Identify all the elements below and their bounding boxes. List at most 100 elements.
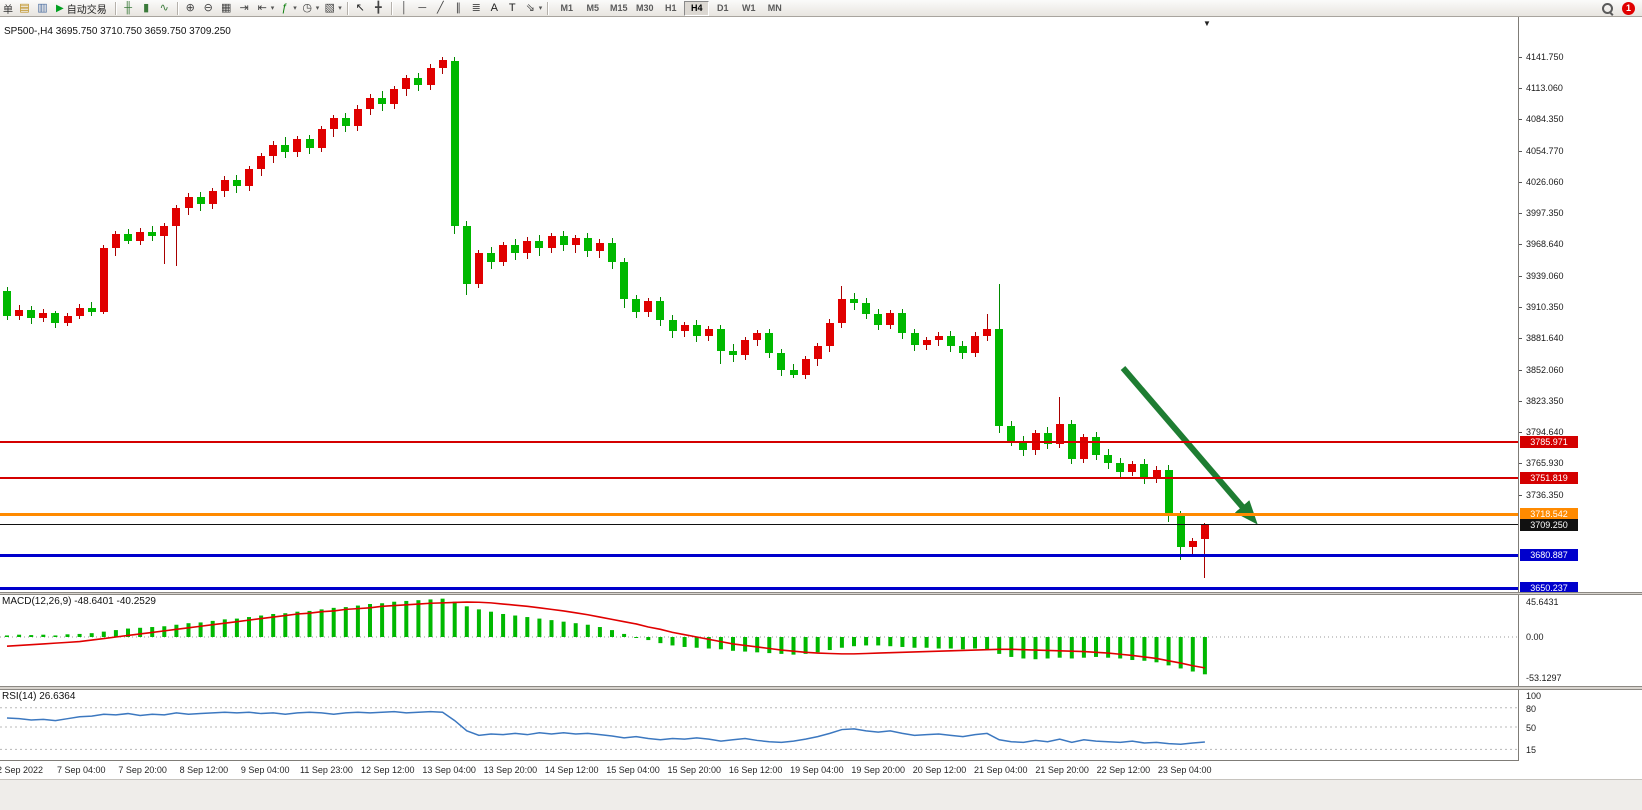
price-tick-mark bbox=[1519, 119, 1522, 121]
grid-icon[interactable]: ▦ bbox=[221, 1, 232, 14]
time-axis-label: 15 Sep 20:00 bbox=[667, 765, 722, 775]
dropdown-caret-icon[interactable]: ▾ bbox=[293, 5, 297, 12]
timeframe-m5-button[interactable]: M5 bbox=[586, 3, 600, 13]
dropdown-caret-icon[interactable]: ▾ bbox=[538, 5, 543, 12]
timeframe-m1-button[interactable]: M1 bbox=[560, 3, 574, 13]
candle bbox=[644, 301, 653, 312]
candle bbox=[1079, 437, 1088, 459]
crosshair-icon[interactable]: ╋ bbox=[374, 1, 382, 14]
candle bbox=[1200, 524, 1209, 540]
text-label-icon[interactable]: T bbox=[508, 1, 516, 14]
new-order-icon[interactable]: ▤ bbox=[19, 1, 30, 14]
time-axis-label: 7 Sep 20:00 bbox=[118, 765, 167, 775]
indicators-icon[interactable]: ƒ bbox=[281, 1, 288, 14]
zoom-in-icon[interactable]: ⊕ bbox=[185, 1, 195, 14]
price-line[interactable] bbox=[0, 553, 1518, 557]
chart-window-icon[interactable]: ▥ bbox=[37, 1, 48, 14]
candle bbox=[1176, 515, 1185, 548]
candle bbox=[571, 238, 580, 245]
fibonacci-icon[interactable]: ≣ bbox=[471, 1, 481, 14]
vertical-line-icon[interactable]: │ bbox=[400, 1, 408, 14]
dropdown-caret-icon[interactable]: ▾ bbox=[270, 5, 275, 12]
time-axis-label: 14 Sep 12:00 bbox=[544, 765, 599, 775]
price-line[interactable] bbox=[0, 512, 1518, 516]
time-axis-label: 13 Sep 20:00 bbox=[483, 765, 538, 775]
price-line[interactable] bbox=[0, 440, 1518, 443]
time-axis-label: 19 Sep 20:00 bbox=[851, 765, 905, 775]
search-icon[interactable] bbox=[1601, 2, 1614, 15]
timeframe-m15-button[interactable]: M15 bbox=[610, 3, 628, 13]
candle bbox=[704, 329, 713, 336]
time-axis[interactable]: 2 Sep 2022 7 Sep 04:00 7 Sep 20:00 8 Sep 12… bbox=[0, 760, 1519, 779]
down-trend-arrow bbox=[1120, 366, 1258, 525]
time-axis-label: 19 Sep 04:00 bbox=[790, 765, 844, 775]
candle bbox=[1055, 424, 1064, 444]
arrows-icon[interactable]: ⇘ bbox=[525, 1, 535, 14]
price-chart-panel[interactable]: SP500-,H4 3695.750 3710.750 3659.750 370… bbox=[0, 17, 1518, 592]
candle bbox=[487, 253, 495, 263]
timeframe-h4-button[interactable]: H4 bbox=[684, 0, 710, 16]
timeframe-m30-button[interactable]: M30 bbox=[636, 3, 654, 13]
candle bbox=[983, 329, 992, 336]
chart-shift-marker-icon[interactable]: ▼ bbox=[1203, 19, 1211, 28]
price-tick-mark bbox=[1519, 213, 1522, 215]
candle bbox=[680, 324, 689, 332]
dropdown-caret-icon[interactable]: ▾ bbox=[315, 5, 320, 12]
rsi-panel[interactable]: RSI(14) 26.6364 bbox=[0, 690, 1518, 760]
candlestick-icon[interactable]: ▮ bbox=[143, 1, 150, 14]
candle bbox=[426, 67, 435, 85]
candle bbox=[499, 244, 508, 263]
price-line[interactable] bbox=[0, 477, 1518, 480]
candle bbox=[1007, 426, 1016, 442]
text-icon[interactable]: A bbox=[490, 1, 498, 14]
price-axis[interactable]: 3785.971 3751.819 3718.542 3709.250 3680.887… bbox=[1518, 17, 1642, 779]
equidistant-channel-icon[interactable]: ∥ bbox=[455, 1, 462, 14]
timeframe-d1-button[interactable]: D1 bbox=[717, 3, 729, 13]
horizontal-line-icon[interactable]: ─ bbox=[418, 1, 427, 14]
candle bbox=[474, 253, 483, 284]
cursor-icon[interactable]: ↖ bbox=[355, 1, 365, 14]
candle bbox=[898, 312, 907, 334]
macd-panel[interactable]: MACD(12,26,9) -48.6401 -40.2529 bbox=[0, 595, 1518, 686]
panel-splitter[interactable] bbox=[0, 592, 1642, 595]
periods-icon[interactable]: ◷ bbox=[302, 1, 313, 14]
templates-icon[interactable]: ▧ bbox=[324, 1, 335, 14]
time-axis-label: 9 Sep 04:00 bbox=[240, 765, 290, 775]
price-line[interactable] bbox=[0, 586, 1518, 590]
zoom-out-icon[interactable]: ⊖ bbox=[203, 1, 213, 14]
bar-chart-icon[interactable]: ╫ bbox=[124, 1, 133, 14]
chart-shift-icon[interactable]: ⇤ bbox=[257, 1, 267, 14]
panel-splitter-2[interactable] bbox=[0, 686, 1642, 690]
candle bbox=[1164, 469, 1173, 516]
time-axis-label: 23 Sep 04:00 bbox=[1157, 765, 1212, 775]
candle bbox=[269, 145, 278, 157]
candle bbox=[329, 118, 338, 130]
macd-plot bbox=[0, 598, 1518, 675]
candle bbox=[765, 333, 774, 353]
line-chart-icon[interactable]: ∿ bbox=[159, 1, 169, 14]
timeframe-w1-button[interactable]: W1 bbox=[742, 3, 756, 13]
candle bbox=[946, 335, 955, 347]
candle bbox=[995, 329, 1004, 427]
timeframe-h1-button[interactable]: H1 bbox=[665, 3, 677, 13]
timeframe-mn-button[interactable]: MN bbox=[767, 3, 782, 13]
time-axis-label: 15 Sep 04:00 bbox=[606, 765, 660, 775]
auto-scroll-icon[interactable]: ⇥ bbox=[239, 1, 249, 14]
price-line-label: 3751.819 bbox=[1520, 472, 1578, 485]
candle bbox=[716, 329, 725, 351]
candle bbox=[124, 234, 132, 241]
price-tick-label: 3823.350 bbox=[1526, 396, 1564, 407]
notification-badge[interactable]: 1 bbox=[1622, 1, 1635, 15]
rsi-label: RSI(14) 26.6364 bbox=[2, 691, 76, 702]
candle bbox=[1092, 437, 1100, 455]
price-line[interactable] bbox=[0, 524, 1518, 525]
dropdown-caret-icon[interactable]: ▾ bbox=[338, 5, 342, 12]
price-tick-label: 3968.640 bbox=[1526, 239, 1564, 250]
candle-wick bbox=[175, 204, 177, 267]
trendline-icon[interactable]: ╱ bbox=[436, 1, 444, 14]
candle-wick bbox=[1059, 397, 1061, 449]
candle bbox=[741, 339, 750, 356]
time-axis-label: 21 Sep 04:00 bbox=[974, 765, 1028, 775]
autotrade-button[interactable]: ▶ 自动交易 bbox=[52, 1, 111, 16]
candle bbox=[450, 61, 459, 227]
